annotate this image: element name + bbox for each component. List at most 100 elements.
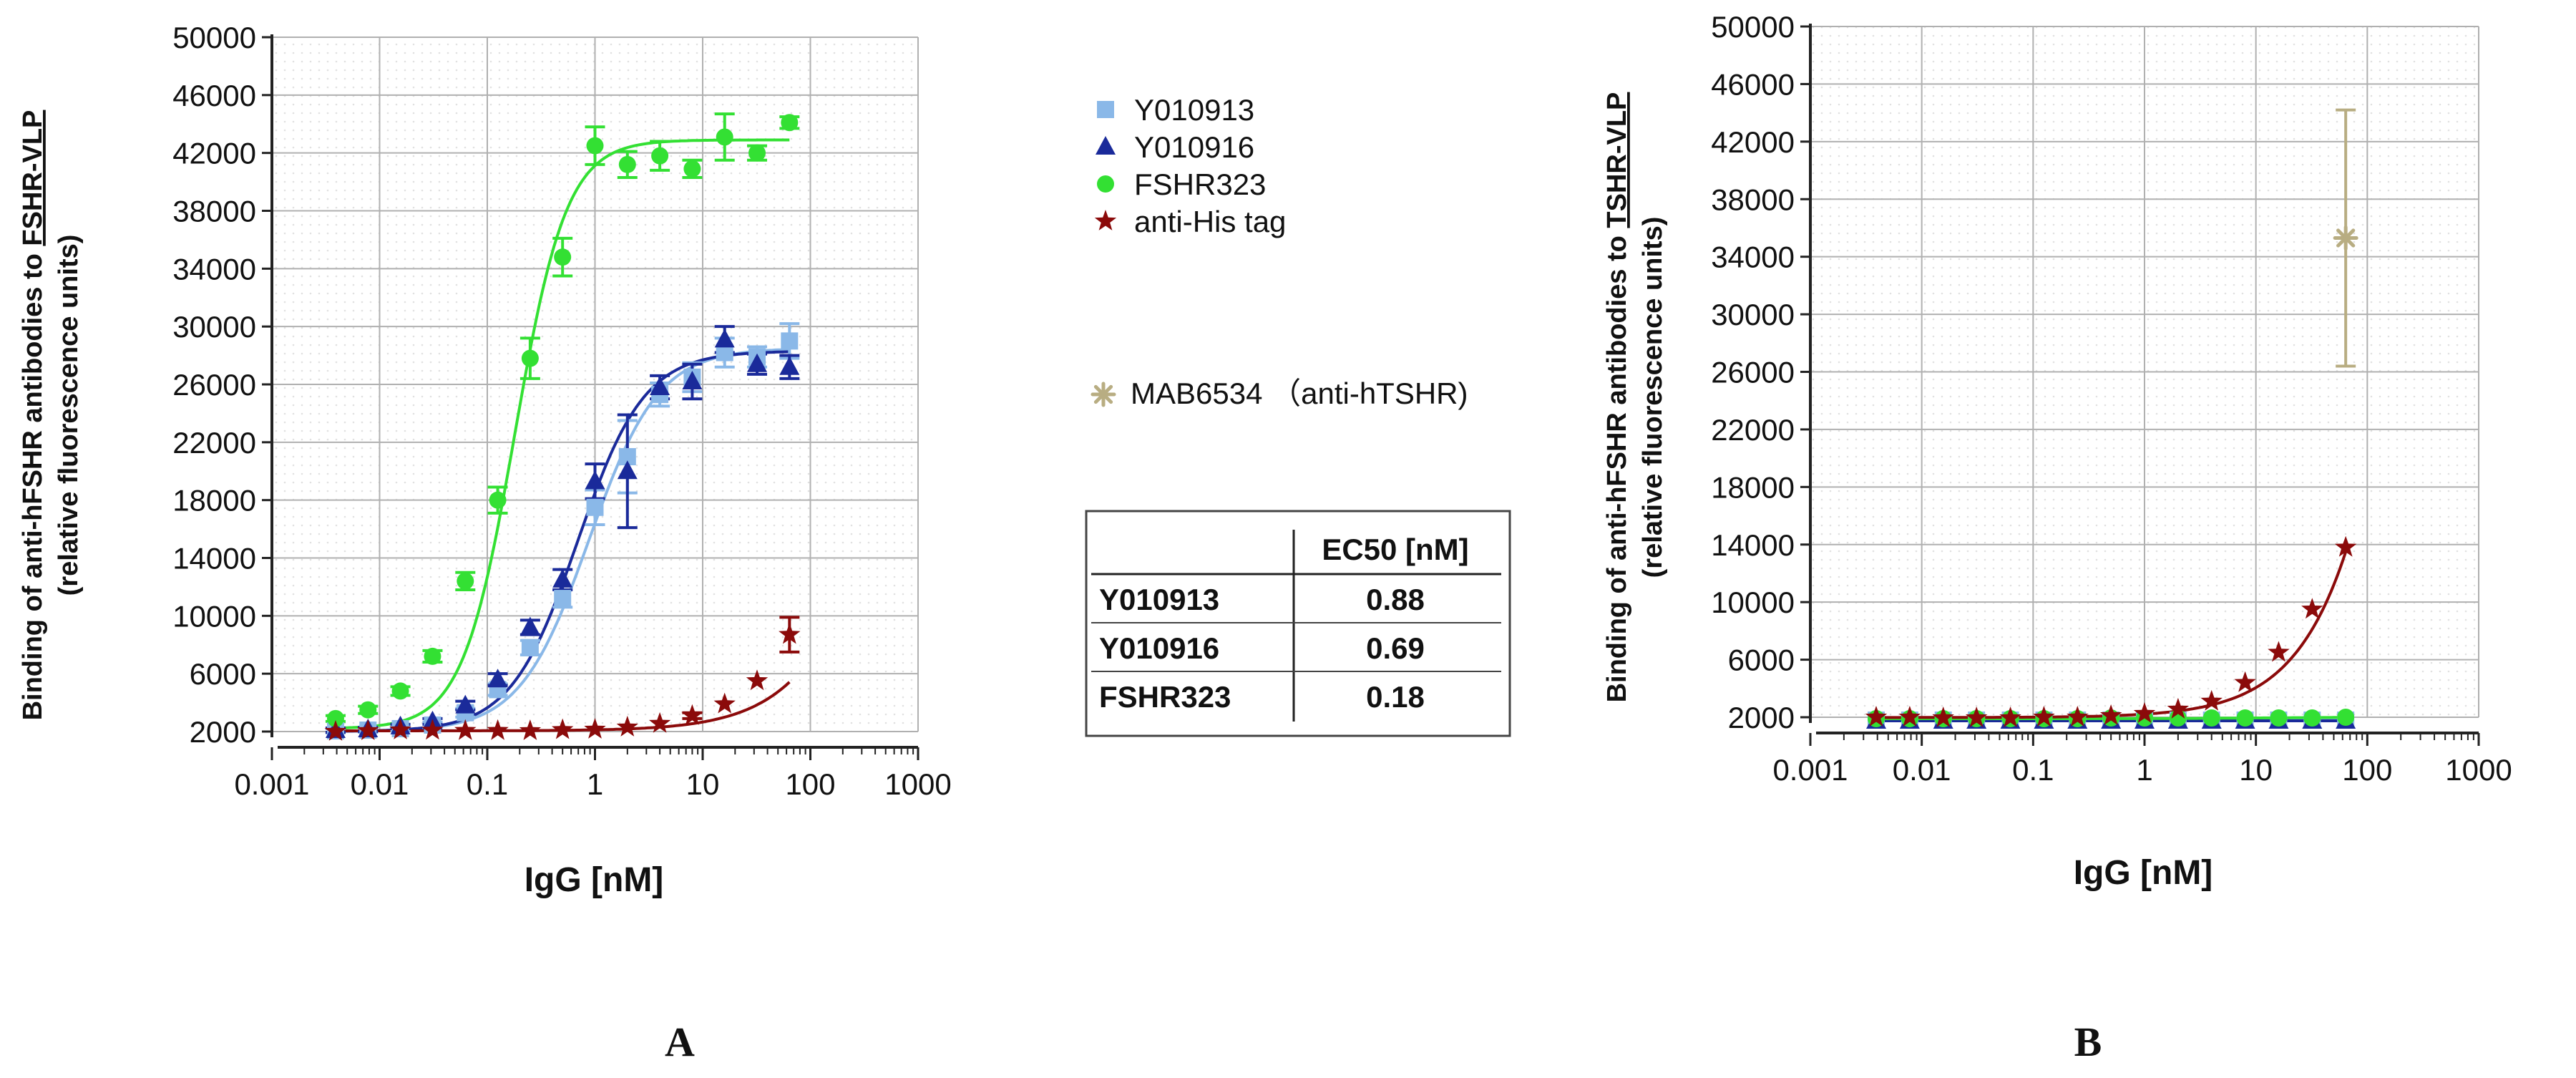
data-point-anti-his-tag	[713, 692, 736, 714]
y-tick-label: 22000	[1711, 413, 1795, 447]
y-tick-label: 46000	[172, 79, 256, 112]
data-point-y010916	[617, 460, 638, 480]
data-point-anti-his-tag	[552, 718, 574, 739]
data-point-y010916	[585, 470, 605, 490]
y-axis-sublabel-b: (relative fluorescence units)	[1638, 217, 1668, 578]
data-point-y010916	[552, 568, 573, 588]
tick-labels-b: 2000 6000 10000 14000 18000 22000 26000 30000 34…	[1711, 10, 2512, 787]
data-point-anti-his-tag	[681, 704, 703, 725]
legend-item-fshr323: FSHR323	[1097, 167, 1266, 201]
data-point-anti-his-tag	[389, 719, 411, 739]
data-point-y010913	[781, 332, 799, 350]
data-point-anti-his-tag	[2200, 689, 2223, 711]
legend-marker-anti-his-tag	[1094, 210, 1117, 230]
data-point-y010916	[779, 356, 800, 375]
y-tick-label: 46000	[1711, 67, 1795, 101]
data-point-mab6534-anti-htshr	[2333, 225, 2358, 251]
y-tick-label: 30000	[172, 310, 256, 344]
data-point-y010913	[521, 638, 539, 656]
data-point-fshr323	[2236, 709, 2254, 727]
ec50-table-header: EC50 [nM]	[1322, 533, 1468, 566]
data-point-y010916	[747, 353, 768, 372]
data-point-fshr323	[457, 572, 474, 590]
data-point-anti-his-tag	[2133, 702, 2156, 723]
legend-marker-fshr323	[1097, 175, 1114, 193]
y-axis-label-a-target: FSHR-VLP	[18, 110, 48, 246]
data-point-fshr323	[683, 160, 701, 178]
legend-marker-y010916	[1096, 136, 1116, 155]
data-point-fshr323	[489, 491, 507, 509]
y-tick-label: 6000	[1728, 644, 1795, 677]
data-point-anti-his-tag	[519, 719, 542, 740]
data-point-fshr323	[359, 701, 377, 719]
data-point-anti-his-tag	[616, 715, 638, 737]
data-point-anti-his-tag	[648, 712, 671, 733]
x-tick-label: 1000	[2445, 753, 2512, 787]
y-axis-label-b-target: TSHR-VLP	[1602, 92, 1632, 228]
data-point-y010916	[682, 370, 703, 389]
data-point-y010916	[519, 616, 540, 636]
legend-item-y010916: Y010916	[1096, 130, 1254, 164]
legend-item-y010913: Y010913	[1097, 93, 1254, 127]
ec50-row-value: 0.88	[1366, 583, 1425, 616]
data-point-y010916	[455, 694, 476, 714]
data-point-anti-his-tag	[1898, 706, 1921, 727]
data-point-anti-his-tag	[487, 719, 509, 740]
legend-label-y010913: Y010913	[1134, 93, 1254, 127]
x-tick-label: 100	[2342, 753, 2392, 787]
tick-labels-a: 2000 6000 10000 14000 18000 22000 26000 30000 34…	[172, 21, 952, 801]
legend-label-y010916: Y010916	[1134, 130, 1254, 164]
data-point-anti-his-tag	[2033, 706, 2055, 727]
data-point-fshr323	[391, 682, 409, 700]
ec50-row-value: 0.18	[1366, 680, 1425, 714]
y-tick-label: 26000	[172, 368, 256, 402]
x-tick-label: 0.001	[1772, 753, 1848, 787]
axes-b	[1800, 24, 2480, 746]
y-tick-label: 2000	[1728, 701, 1795, 734]
x-tick-label: 100	[785, 767, 835, 801]
data-point-anti-his-tag	[2334, 535, 2357, 557]
data-point-anti-his-tag	[746, 669, 769, 691]
data-point-anti-his-tag	[584, 718, 606, 739]
x-tick-label: 0.1	[467, 767, 508, 801]
data-point-fshr323	[424, 647, 441, 665]
data-point-y010916	[714, 329, 735, 348]
y-tick-label: 38000	[1711, 183, 1795, 216]
chart-panel-b: 2000 6000 10000 14000 18000 22000 26000 30000 34…	[1602, 10, 2512, 1065]
y-tick-label: 10000	[1711, 586, 1795, 619]
legend-item-anti-his-tag: anti-His tag	[1094, 205, 1286, 238]
y-tick-label: 42000	[1711, 125, 1795, 159]
data-point-anti-his-tag	[779, 623, 801, 644]
data-points-a	[324, 114, 801, 741]
y-tick-label: 34000	[172, 252, 256, 286]
data-point-anti-his-tag	[2301, 598, 2323, 619]
data-point-anti-his-tag	[1999, 706, 2021, 727]
x-axis-label-b: IgG [nM]	[2074, 854, 2213, 892]
data-point-y010916	[487, 669, 508, 688]
legend-label-fshr323: FSHR323	[1134, 167, 1266, 201]
data-point-fshr323	[618, 155, 636, 173]
data-point-anti-his-tag	[454, 719, 477, 740]
data-point-anti-his-tag	[1932, 706, 1954, 727]
data-point-fshr323	[781, 114, 799, 132]
data-point-fshr323	[326, 709, 344, 727]
x-tick-label: 10	[2239, 753, 2273, 787]
data-point-anti-his-tag	[2099, 704, 2122, 725]
y-tick-label: 2000	[190, 715, 256, 749]
data-point-fshr323	[651, 147, 669, 165]
y-tick-label: 6000	[190, 657, 256, 691]
y-axis-label-b: Binding of anti-hFSHR antibodies to TSHR…	[1602, 92, 1632, 703]
data-point-anti-his-tag	[2234, 671, 2256, 692]
ec50-row-label: Y010913	[1099, 583, 1219, 616]
legend-label-anti-his-tag: anti-His tag	[1134, 205, 1286, 238]
data-point-fshr323	[748, 144, 766, 162]
legend-marker-y010913	[1097, 101, 1114, 118]
x-tick-label: 1	[587, 767, 603, 801]
data-point-anti-his-tag	[2167, 697, 2190, 719]
data-point-anti-his-tag	[324, 720, 347, 741]
y-tick-label: 38000	[172, 195, 256, 228]
data-point-fshr323	[521, 349, 539, 367]
y-axis-label-a-prefix: Binding of anti-hFSHR antibodies to	[18, 246, 48, 721]
x-tick-label: 0.1	[2012, 753, 2054, 787]
